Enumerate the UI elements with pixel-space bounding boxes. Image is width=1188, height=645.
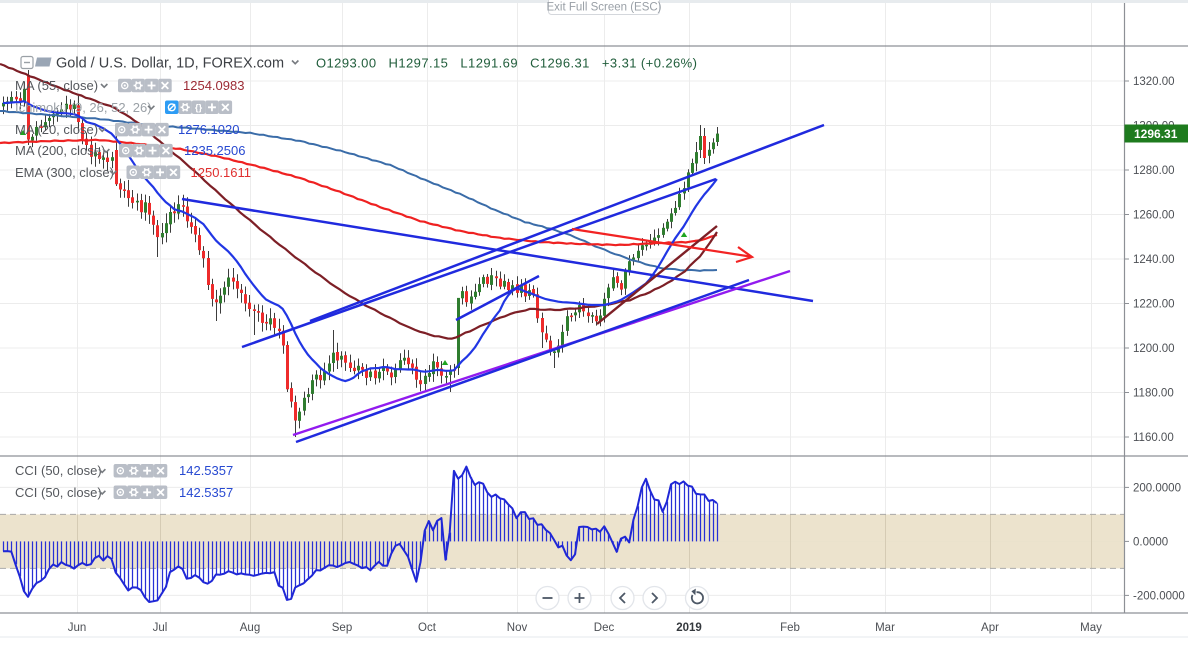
svg-text:Mar: Mar	[875, 622, 895, 634]
svg-text:142.5357: 142.5357	[179, 463, 233, 478]
svg-text:EMA (300, close): EMA (300, close)	[15, 165, 114, 180]
svg-text:Gold / U.S. Dollar, 1D, FOREX.: Gold / U.S. Dollar, 1D, FOREX.com	[56, 56, 284, 72]
svg-text:MA (55, close): MA (55, close)	[15, 78, 98, 93]
svg-text:200.0000: 200.0000	[1133, 482, 1181, 494]
svg-text:1160.00: 1160.00	[1133, 432, 1174, 444]
svg-text:-200.0000: -200.0000	[1133, 590, 1185, 602]
svg-text:CCI (50, close): CCI (50, close)	[15, 463, 102, 478]
svg-text:Dec: Dec	[594, 622, 615, 634]
svg-text:1235.2506: 1235.2506	[184, 143, 245, 158]
svg-text:Jul: Jul	[153, 622, 168, 634]
svg-text:1260.00: 1260.00	[1133, 210, 1175, 222]
svg-text:0.0000: 0.0000	[1133, 536, 1168, 548]
svg-text:May: May	[1080, 622, 1102, 634]
svg-text:1200.00: 1200.00	[1133, 343, 1175, 355]
svg-text:Aug: Aug	[240, 622, 260, 634]
svg-text:1280.00: 1280.00	[1133, 165, 1175, 177]
svg-text:Jun: Jun	[68, 622, 87, 634]
svg-text:Feb: Feb	[780, 622, 800, 634]
svg-text:MA (20, close): MA (20, close)	[15, 122, 98, 137]
svg-text:1254.0983: 1254.0983	[183, 78, 244, 93]
svg-text:{}: {}	[195, 103, 203, 114]
svg-text:Apr: Apr	[981, 622, 999, 634]
svg-text:Ichimoku (9, 26, 52, 26): Ichimoku (9, 26, 52, 26)	[15, 100, 152, 115]
svg-text:1240.00: 1240.00	[1133, 254, 1175, 266]
svg-text:142.5357: 142.5357	[179, 485, 233, 500]
svg-text:1180.00: 1180.00	[1133, 388, 1174, 400]
svg-text:1220.00: 1220.00	[1133, 299, 1175, 311]
svg-text:1320.00: 1320.00	[1133, 76, 1175, 88]
svg-text:O1293.00 H1297.15 L1291.69: O1293.00 H1297.15 L1291.69 C1296.31 +3.3…	[316, 56, 697, 71]
svg-text:MA (200, close): MA (200, close)	[15, 143, 105, 158]
svg-text:CCI (50, close): CCI (50, close)	[15, 485, 102, 500]
svg-text:Exit Full Screen (ESC): Exit Full Screen (ESC)	[546, 2, 661, 14]
svg-text:Oct: Oct	[418, 622, 437, 634]
svg-text:1276.1020: 1276.1020	[178, 122, 239, 137]
svg-text:Nov: Nov	[507, 622, 528, 634]
svg-text:1296.31: 1296.31	[1134, 127, 1178, 141]
svg-text:2019: 2019	[676, 622, 702, 634]
svg-text:Sep: Sep	[332, 622, 352, 634]
svg-text:1250.1611: 1250.1611	[191, 165, 252, 180]
